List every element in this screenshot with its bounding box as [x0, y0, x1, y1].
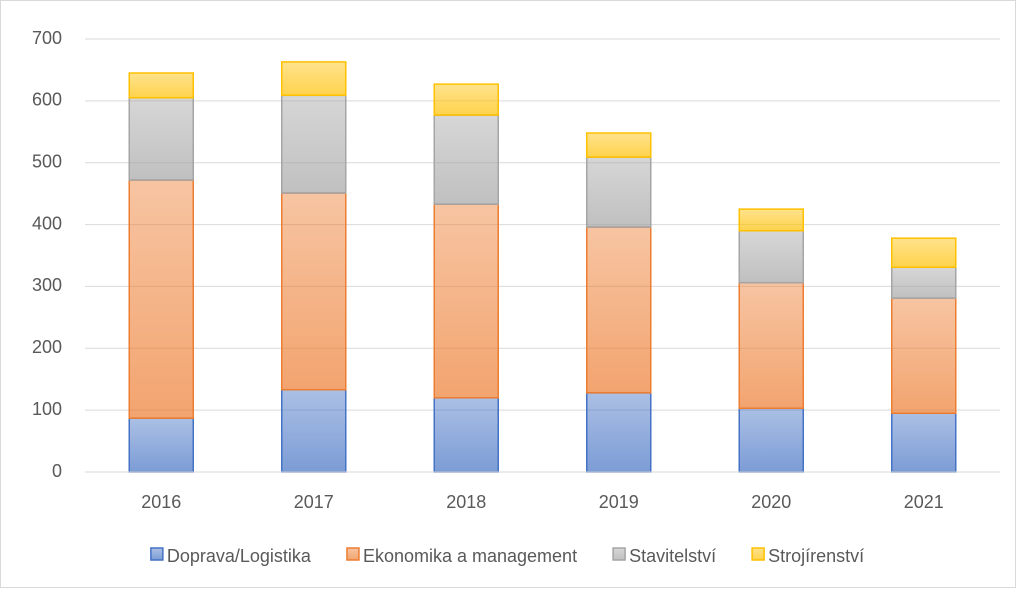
bar-segment: [891, 412, 957, 473]
bar-segment: [433, 397, 499, 473]
legend-swatch: [612, 547, 626, 561]
bar-segment: [586, 392, 652, 473]
y-tick-label: 700: [32, 28, 62, 48]
x-tick-label: 2016: [141, 492, 181, 512]
bar-segment: [433, 203, 499, 399]
y-tick-label: 0: [52, 461, 62, 481]
bar-segment: [891, 237, 957, 269]
bar-segment: [128, 417, 194, 473]
y-tick-label: 400: [32, 213, 62, 233]
legend-swatch: [150, 547, 164, 561]
bar-segment: [738, 208, 804, 232]
legend-label: Ekonomika a management: [363, 546, 577, 566]
bar-segment: [738, 407, 804, 473]
legend-label: Stavitelství: [629, 546, 716, 566]
bar-segment: [891, 266, 957, 299]
x-tick-label: 2020: [751, 492, 791, 512]
bar-segment: [433, 83, 499, 116]
x-tick-label: 2021: [904, 492, 944, 512]
bar-segment: [891, 297, 957, 414]
legend-label: Strojírenství: [768, 546, 864, 566]
bar-segment: [586, 132, 652, 158]
bar-segment: [128, 72, 194, 99]
bar-segment: [586, 156, 652, 228]
y-tick-label: 600: [32, 90, 62, 110]
legend-swatch: [751, 547, 765, 561]
x-tick-label: 2018: [446, 492, 486, 512]
bar-segment: [281, 61, 347, 97]
y-tick-label: 200: [32, 337, 62, 357]
bar-segment: [738, 281, 804, 410]
legend-swatch: [346, 547, 360, 561]
bar-segment: [433, 114, 499, 205]
bar-segment: [281, 388, 347, 473]
x-tick-label: 2017: [294, 492, 334, 512]
y-tick-label: 100: [32, 399, 62, 419]
bar-segment: [281, 94, 347, 194]
bar-segment: [128, 97, 194, 181]
legend-label: Doprava/Logistika: [167, 546, 312, 566]
bar-segment: [128, 179, 194, 419]
y-tick-label: 300: [32, 275, 62, 295]
bar-segment: [738, 230, 804, 284]
y-tick-label: 500: [32, 151, 62, 171]
bar-segment: [586, 226, 652, 394]
bar-segment: [281, 192, 347, 391]
x-tick-label: 2019: [599, 492, 639, 512]
